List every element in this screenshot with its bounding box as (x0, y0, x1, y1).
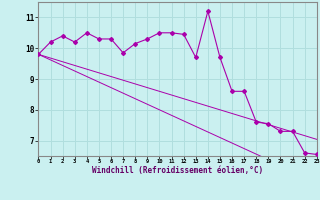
X-axis label: Windchill (Refroidissement éolien,°C): Windchill (Refroidissement éolien,°C) (92, 166, 263, 175)
